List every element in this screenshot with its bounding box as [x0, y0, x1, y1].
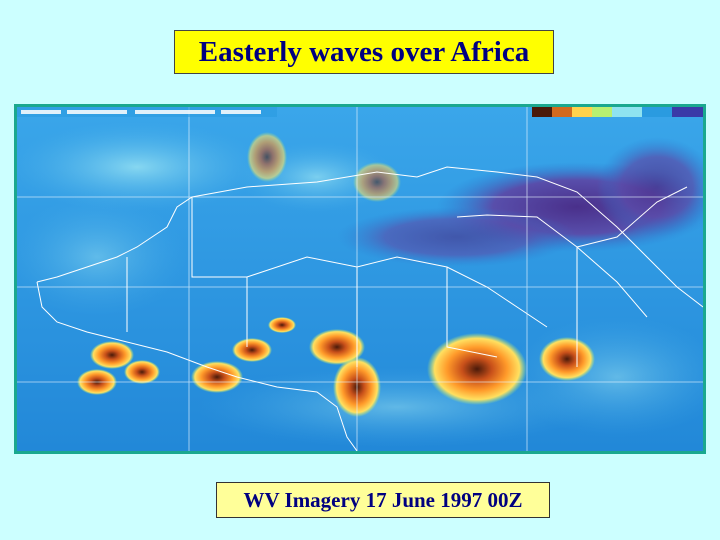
image-caption: WV Imagery 17 June 1997 00Z — [216, 482, 550, 518]
water-vapor-satellite-image-icon — [17, 107, 703, 451]
slide-title: Easterly waves over Africa — [174, 30, 554, 74]
color-scale-bar — [532, 107, 703, 117]
satellite-image-frame — [14, 104, 706, 454]
